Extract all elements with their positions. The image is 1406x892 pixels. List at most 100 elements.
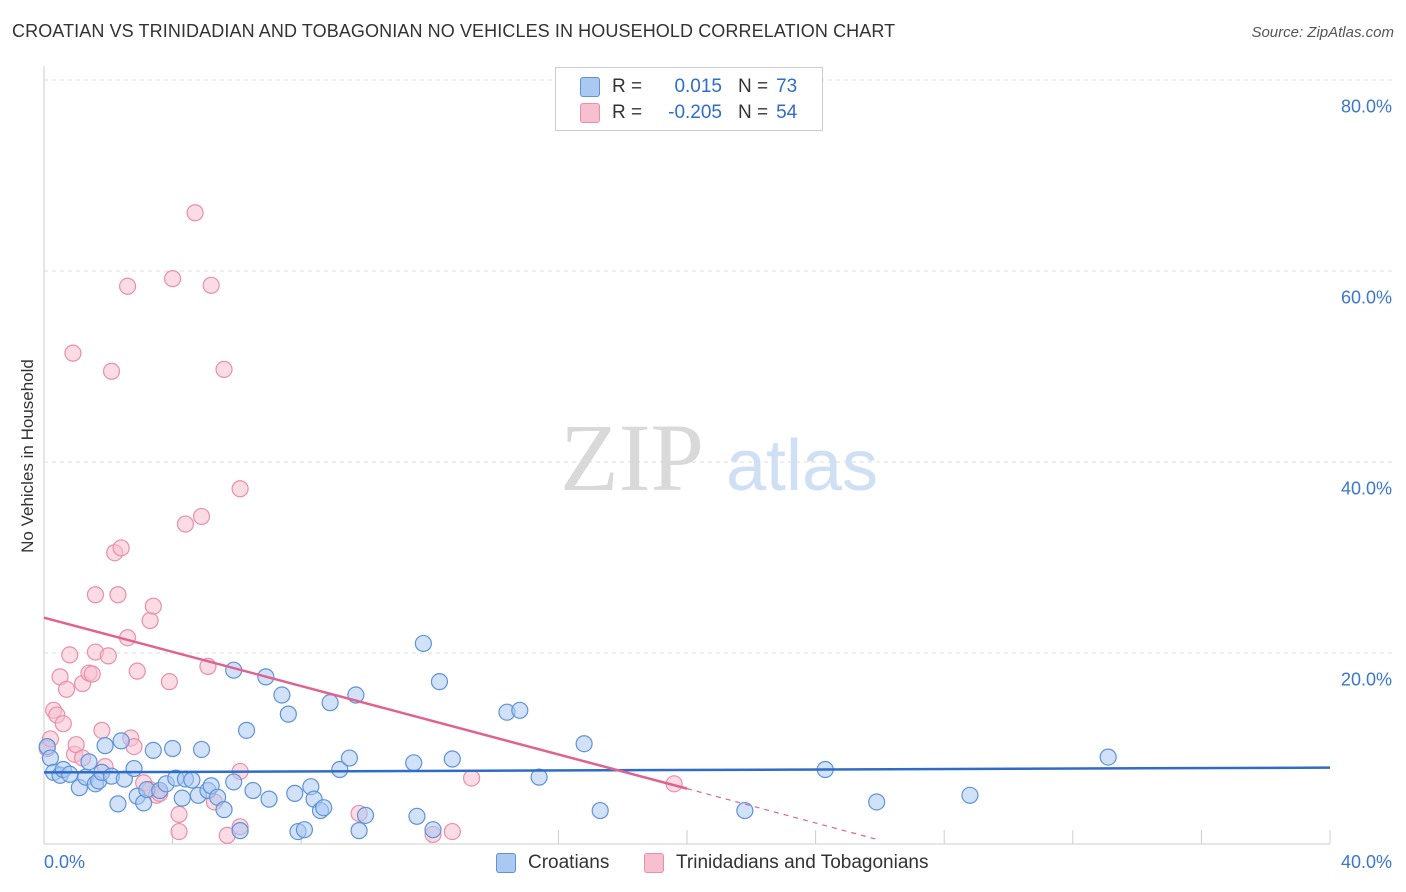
n-value: 54 xyxy=(776,102,798,123)
trinidadians-point xyxy=(231,480,249,498)
croatians-point xyxy=(340,749,359,767)
croatians-point xyxy=(591,801,609,820)
trinidadians-point xyxy=(93,721,111,739)
n-label: N = xyxy=(738,102,769,123)
croatians-point xyxy=(414,634,432,653)
croatians-point xyxy=(295,821,314,839)
trinidadians-point xyxy=(99,647,117,665)
trinidadians-point xyxy=(164,270,182,288)
trinidadians-point xyxy=(160,673,178,691)
trinidadians-legend-swatch-icon xyxy=(644,853,664,873)
croatians-point xyxy=(231,822,249,840)
trinidadians-point xyxy=(462,769,481,787)
trinidadians-point xyxy=(186,204,204,222)
croatians-point xyxy=(356,806,375,824)
trinidadians-point xyxy=(215,360,233,378)
n-value: 73 xyxy=(776,76,798,97)
croatians-legend-swatch-icon xyxy=(496,853,516,873)
trinidadians-point xyxy=(83,665,101,683)
croatians-point xyxy=(408,807,426,825)
legend-label-trinidadians: Trinidadians and Tobagonians xyxy=(676,852,929,873)
gridlines xyxy=(44,79,1392,654)
croatians-point xyxy=(321,694,339,712)
r-label: R = xyxy=(612,76,643,97)
x-tick-label-min: 0.0% xyxy=(44,852,86,872)
croatians-point xyxy=(96,737,114,755)
trinidadians-point xyxy=(109,586,127,604)
croatians-point xyxy=(183,771,201,789)
croatians-point xyxy=(41,749,60,767)
croatians-point xyxy=(868,793,886,811)
croatians-point xyxy=(225,773,243,791)
croatians-point xyxy=(1099,748,1117,766)
trinidadians-point xyxy=(118,277,137,295)
croatians-point xyxy=(736,801,754,820)
trinidadians-point xyxy=(170,822,188,841)
y-tick-label: 60.0% xyxy=(1340,287,1392,308)
trinidadians-point xyxy=(54,715,72,733)
trinidadians-trend-line xyxy=(43,616,688,790)
croatians-point xyxy=(530,768,548,786)
legend-label-croatians: Croatians xyxy=(528,852,610,873)
legend-item-trinidadians[interactable]: Trinidadians and Tobagonians xyxy=(644,852,928,874)
watermark-zip: ZIP xyxy=(560,404,704,511)
r-value: -0.205 xyxy=(668,102,722,123)
croatians-point xyxy=(125,759,143,778)
croatians-point xyxy=(315,799,333,817)
croatians-swatch-icon xyxy=(580,77,600,97)
y-tick-label: 40.0% xyxy=(1340,478,1392,499)
trinidadians-point xyxy=(64,344,82,362)
watermark-atlas: atlas xyxy=(726,426,878,506)
trinidadians-point xyxy=(112,539,130,557)
trinidadians-point xyxy=(170,805,188,823)
croatians-point xyxy=(260,790,278,808)
r-label: R = xyxy=(612,102,643,123)
croatians-point xyxy=(61,765,79,783)
trinidadians-trend-extension xyxy=(686,788,881,841)
trinidadians-point xyxy=(192,507,211,526)
croatians-point xyxy=(430,673,449,691)
trinidadians-swatch-icon xyxy=(580,103,600,123)
trend-lines xyxy=(43,616,1331,841)
source-label: Source: ZipAtlas.com xyxy=(1251,24,1394,41)
r-value: 0.015 xyxy=(674,76,722,97)
legend-item-croatians[interactable]: Croatians xyxy=(496,852,609,874)
stats-row-trinidadians: R = -0.205 N = 54 xyxy=(580,100,797,126)
croatians-point xyxy=(112,732,130,750)
croatians-point xyxy=(192,740,211,759)
croatians-point xyxy=(575,735,593,753)
trinidadians-point xyxy=(202,276,220,294)
chart-title: CROATIAN VS TRINIDADIAN AND TOBAGONIAN N… xyxy=(12,21,896,41)
croatians-point xyxy=(164,739,182,758)
trinidadians-point xyxy=(57,680,76,698)
croatians-point xyxy=(237,721,256,739)
croatians-point xyxy=(244,781,262,800)
trinidadians-point xyxy=(128,662,146,680)
croatians-point xyxy=(511,701,529,719)
y-tick-label: 80.0% xyxy=(1340,96,1392,117)
series-legend: Croatians Trinidadians and Tobagonians xyxy=(0,852,1406,876)
trinidadians-point xyxy=(141,611,159,630)
croatians-point xyxy=(331,760,349,779)
croatians-point xyxy=(273,686,291,704)
trinidadians-point xyxy=(443,822,461,841)
croatians-point xyxy=(279,705,297,723)
croatians-point xyxy=(215,801,233,819)
axes xyxy=(43,66,1331,845)
croatians-point xyxy=(961,786,979,804)
trinidadians-point xyxy=(61,646,79,664)
y-tick-label: 20.0% xyxy=(1340,669,1392,690)
trinidadians-point xyxy=(102,362,121,380)
trinidadians-point xyxy=(176,515,195,533)
croatians-point xyxy=(173,789,191,807)
croatians-point xyxy=(109,795,127,813)
watermark: ZIP atlas xyxy=(560,404,878,511)
trinidadians-point xyxy=(86,586,105,604)
croatians-point xyxy=(424,821,442,839)
n-label: N = xyxy=(738,76,769,97)
x-tick-label-max: 40.0% xyxy=(1340,852,1392,872)
croatians-point xyxy=(405,754,423,772)
croatians-point xyxy=(443,750,461,768)
croatians-trend-line xyxy=(43,766,1331,774)
